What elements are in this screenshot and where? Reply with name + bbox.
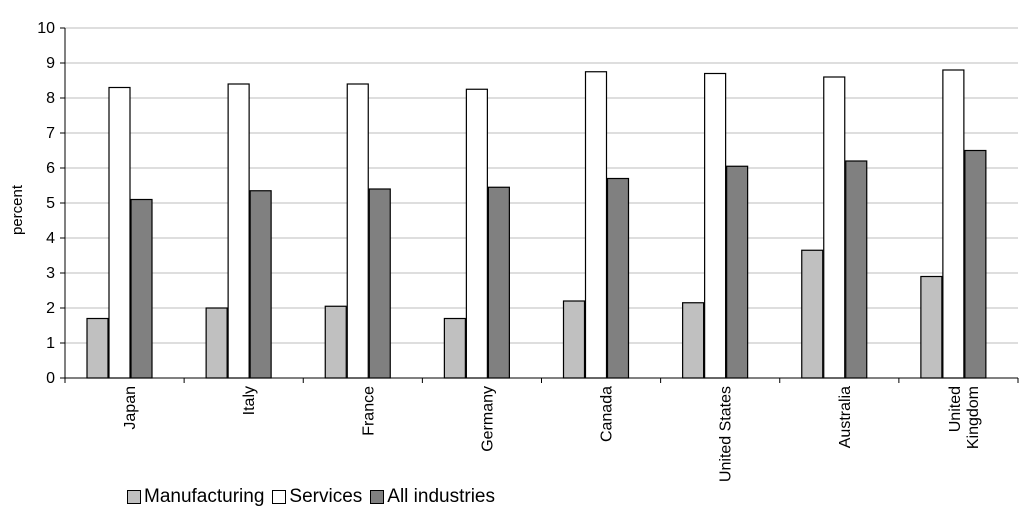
bar-manufacturing — [920, 275, 943, 379]
legend-swatch — [370, 490, 385, 504]
x-tick-label-group: Germany — [479, 386, 496, 452]
legend-label: Manufacturing — [144, 486, 265, 507]
bar-all-industries — [845, 160, 868, 379]
y-tick-label: 1 — [46, 335, 55, 352]
bar-manufacturing — [324, 305, 347, 379]
legend-entry: Services — [272, 486, 362, 508]
x-tick-label: Italy — [241, 386, 258, 415]
legend-swatch — [127, 490, 141, 504]
x-tick-label: Canada — [599, 386, 616, 442]
bars — [86, 69, 987, 379]
bar-manufacturing — [562, 300, 586, 379]
x-tick-labels: Japan Italy France Germany Canada United Stat… — [122, 386, 982, 482]
y-tick-label: 10 — [37, 20, 55, 37]
axes — [60, 27, 1019, 383]
y-tick-label: 3 — [46, 265, 55, 282]
y-tick-label: 5 — [46, 195, 55, 212]
bar-services — [108, 86, 131, 379]
x-tick-label-group: United Kingdom — [947, 386, 982, 449]
bar-services — [704, 72, 727, 379]
x-tick-label: Japan — [122, 386, 139, 430]
bar-manufacturing — [682, 302, 705, 379]
bar-services — [465, 88, 488, 379]
bar-services — [942, 69, 965, 379]
bar-manufacturing — [801, 249, 824, 379]
x-tick-label-group: Italy — [241, 386, 258, 415]
bar-manufacturing — [443, 317, 466, 379]
legend-entry: Manufacturing — [127, 486, 264, 508]
legend-entry: All industries — [370, 486, 495, 508]
legend-swatch — [272, 490, 287, 504]
x-tick-label-group: Japan — [122, 386, 139, 430]
x-tick-label: United States — [718, 386, 735, 482]
y-tick-label: 4 — [46, 230, 55, 247]
legend: Manufacturing Services All industries — [127, 486, 503, 508]
y-tick-label: 8 — [46, 90, 55, 107]
bar-manufacturing — [205, 307, 228, 379]
bar-all-industries — [726, 165, 749, 379]
x-tick-label: Kingdom — [965, 386, 982, 449]
x-tick-label-group: United States — [718, 386, 735, 482]
y-axis-label: percent — [9, 184, 26, 235]
bar-all-industries — [368, 188, 391, 379]
bar-all-industries — [130, 198, 153, 379]
y-tick-label: 9 — [46, 55, 55, 72]
x-tick-label: France — [360, 386, 377, 436]
bar-services — [346, 83, 369, 379]
y-tick-label: 7 — [46, 125, 55, 142]
x-tick-label-group: Australia — [837, 386, 854, 448]
legend-label: All industries — [387, 486, 495, 507]
x-tick-label: United — [947, 386, 964, 432]
y-tick-label: 0 — [46, 370, 55, 387]
bar-manufacturing — [86, 317, 109, 379]
y-tick-label: 6 — [46, 160, 55, 177]
y-tick-labels: 0 1 2 3 4 5 6 7 8 9 10 — [37, 20, 55, 387]
bar-all-industries — [249, 190, 272, 379]
bar-services — [227, 83, 250, 379]
bar-services — [823, 76, 846, 379]
bar-services — [584, 71, 608, 379]
y-tick-label: 2 — [46, 300, 55, 317]
x-tick-label-group: France — [360, 386, 377, 436]
bar-all-industries — [606, 177, 630, 379]
x-tick-label: Germany — [479, 386, 496, 452]
bar-all-industries — [487, 186, 510, 379]
gridlines — [65, 27, 1018, 344]
bar-all-industries — [964, 149, 987, 379]
x-tick-label-group: Canada — [599, 386, 616, 442]
x-tick-label: Australia — [837, 386, 854, 448]
legend-label: Services — [289, 486, 363, 507]
